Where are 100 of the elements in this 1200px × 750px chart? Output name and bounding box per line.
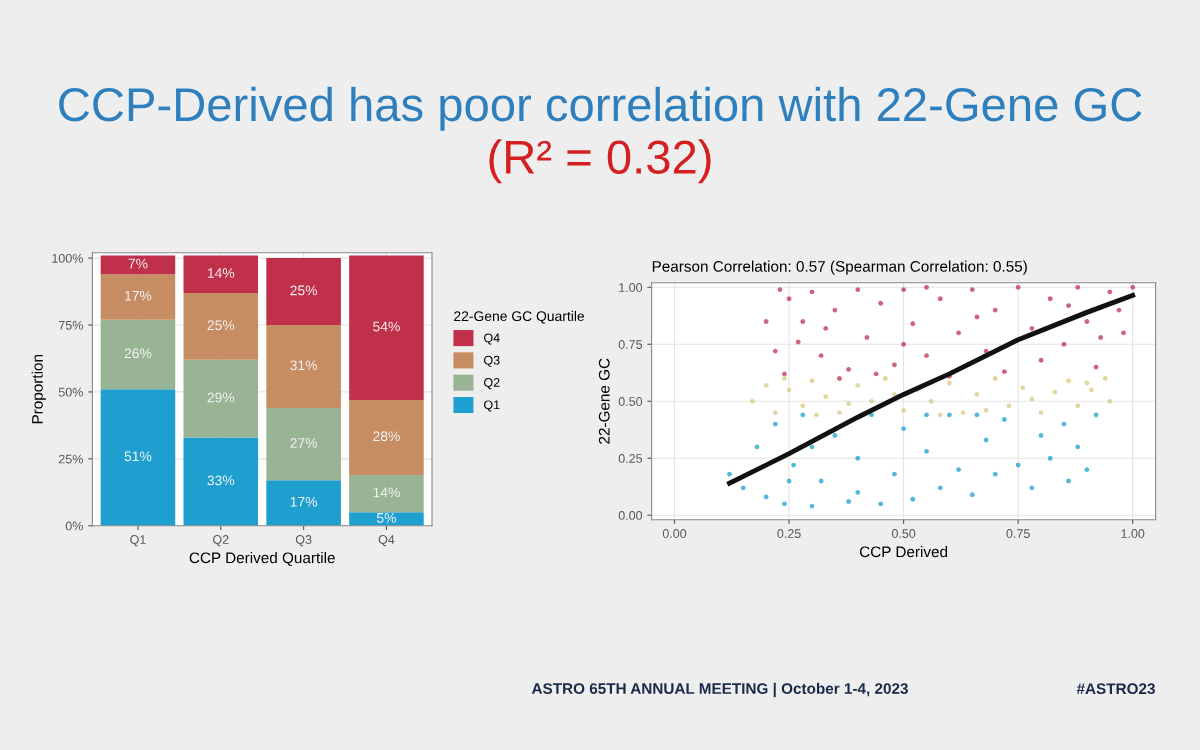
point: [1047, 455, 1053, 461]
point: [832, 433, 838, 438]
point: [763, 319, 769, 324]
point: [1001, 369, 1007, 375]
y-axis-title: Proportion: [31, 354, 46, 424]
point: [1107, 289, 1113, 295]
data-label: 26%: [124, 348, 152, 359]
point: [924, 448, 929, 454]
point: [1102, 376, 1108, 381]
point: [924, 284, 929, 290]
data-label: 51%: [124, 451, 152, 462]
data-label: 29%: [207, 392, 235, 403]
point: [937, 485, 943, 491]
point: [1066, 378, 1071, 384]
point: [1130, 284, 1136, 290]
bar: [100, 274, 176, 320]
point: [1029, 325, 1035, 331]
point: [846, 401, 852, 406]
data-label: 17%: [125, 290, 152, 301]
point: [1038, 357, 1044, 363]
point: [1107, 398, 1113, 404]
x-tick-label: Q2: [213, 535, 229, 547]
point: [782, 501, 787, 507]
point: [1075, 403, 1081, 409]
bar: [100, 255, 176, 275]
point: [772, 410, 778, 416]
x-tick-label: 0.50: [891, 529, 916, 538]
point: [937, 296, 943, 302]
point: [749, 398, 755, 404]
point: [846, 366, 852, 372]
point: [924, 353, 929, 359]
point: [1020, 385, 1026, 390]
point: [1038, 410, 1044, 416]
x-tick-label: Q1: [130, 535, 146, 547]
point: [878, 501, 884, 507]
data-label: 27%: [290, 438, 318, 448]
bar: [266, 480, 341, 526]
point: [1015, 284, 1021, 290]
point: [969, 287, 975, 292]
data-label: 7%: [128, 258, 148, 269]
line-series: [727, 292, 1136, 486]
data-label: 28%: [373, 431, 400, 442]
y-tick-label: 0.00: [618, 510, 643, 520]
bar: [183, 255, 259, 293]
data-label: 17%: [290, 496, 318, 507]
point: [782, 371, 787, 377]
legend-title: 22-Gene GC Quartile: [454, 310, 585, 324]
y-axis-title: 22-Gene GC: [598, 358, 610, 444]
point: [727, 471, 732, 477]
legend-label: Q1: [484, 400, 500, 412]
bar: [349, 399, 424, 475]
y-tick-label: 25%: [58, 454, 83, 464]
point: [869, 398, 874, 404]
y-tick-label: 0.50: [618, 397, 643, 406]
bar: [100, 389, 176, 526]
point: [786, 296, 792, 302]
point: [1089, 387, 1094, 393]
point: [1052, 389, 1058, 395]
data-label: 14%: [207, 268, 235, 278]
point: [878, 300, 884, 306]
data-label: 5%: [376, 513, 396, 523]
legend-label: Q4: [484, 333, 500, 345]
point: [763, 382, 769, 388]
y-tick-label: 0.25: [618, 454, 643, 463]
bar: [183, 359, 259, 438]
point: [1084, 467, 1090, 473]
point: [1084, 319, 1090, 324]
y-tick-label: 0%: [65, 521, 83, 531]
point: [823, 394, 829, 400]
point: [901, 407, 907, 413]
point: [795, 339, 801, 345]
x-tick-label: Q4: [378, 535, 395, 547]
bar: [183, 437, 259, 526]
point: [1066, 303, 1071, 308]
x-tick-label: 1.00: [1121, 529, 1145, 538]
text: ASTRO 65TH ANNUAL MEETING | October 1-4, 2023: [531, 682, 908, 698]
point: [800, 403, 806, 409]
point: [1047, 296, 1053, 302]
data-label: 31%: [290, 360, 318, 371]
point: [809, 444, 815, 450]
y-tick-label: 75%: [59, 320, 83, 330]
text: CCP-Derived has poor correlation with 22-Gene GC: [59, 86, 1142, 131]
point: [960, 410, 966, 416]
legend-label: Q2: [484, 378, 500, 390]
point: [1075, 444, 1081, 450]
data-label: 25%: [290, 285, 318, 296]
point: [882, 376, 888, 381]
point: [910, 321, 916, 327]
data-label: 33%: [207, 475, 235, 486]
x-axis-title: CCP Derived: [859, 545, 948, 558]
point: [1006, 403, 1012, 409]
bar: [266, 258, 341, 326]
point: [992, 307, 998, 313]
point: [823, 325, 829, 331]
x-tick-label: 0.75: [1006, 529, 1030, 538]
point: [782, 376, 787, 381]
point: [855, 287, 861, 292]
point: [928, 398, 934, 404]
point: [992, 471, 998, 477]
point: [969, 492, 975, 498]
